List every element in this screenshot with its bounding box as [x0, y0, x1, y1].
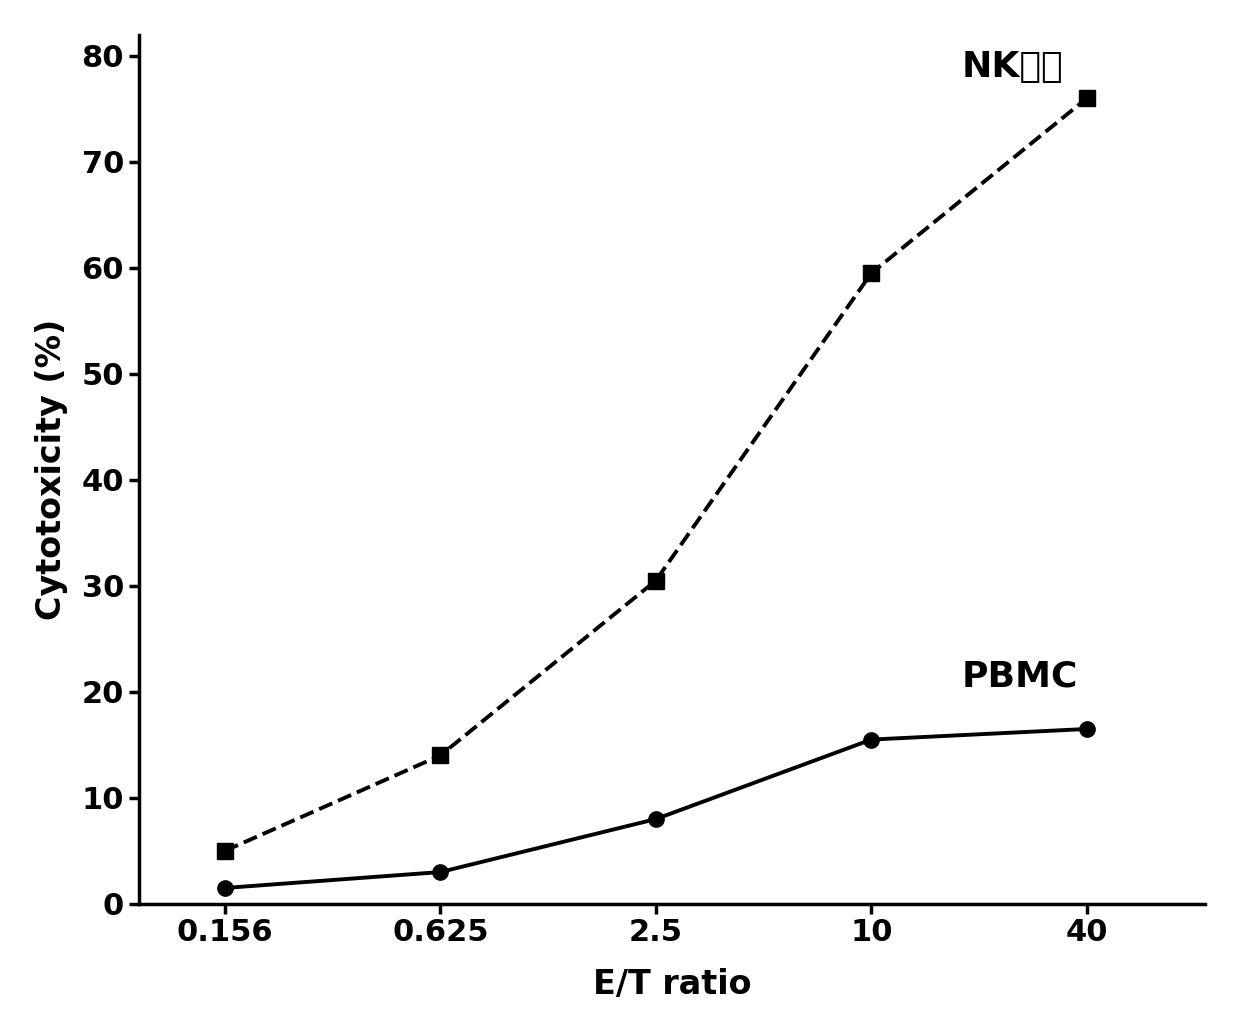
Text: PBMC: PBMC — [962, 660, 1078, 693]
Text: NK细胞: NK细胞 — [962, 50, 1064, 84]
Y-axis label: Cytotoxicity (%): Cytotoxicity (%) — [35, 319, 68, 620]
X-axis label: E/T ratio: E/T ratio — [593, 969, 751, 1001]
